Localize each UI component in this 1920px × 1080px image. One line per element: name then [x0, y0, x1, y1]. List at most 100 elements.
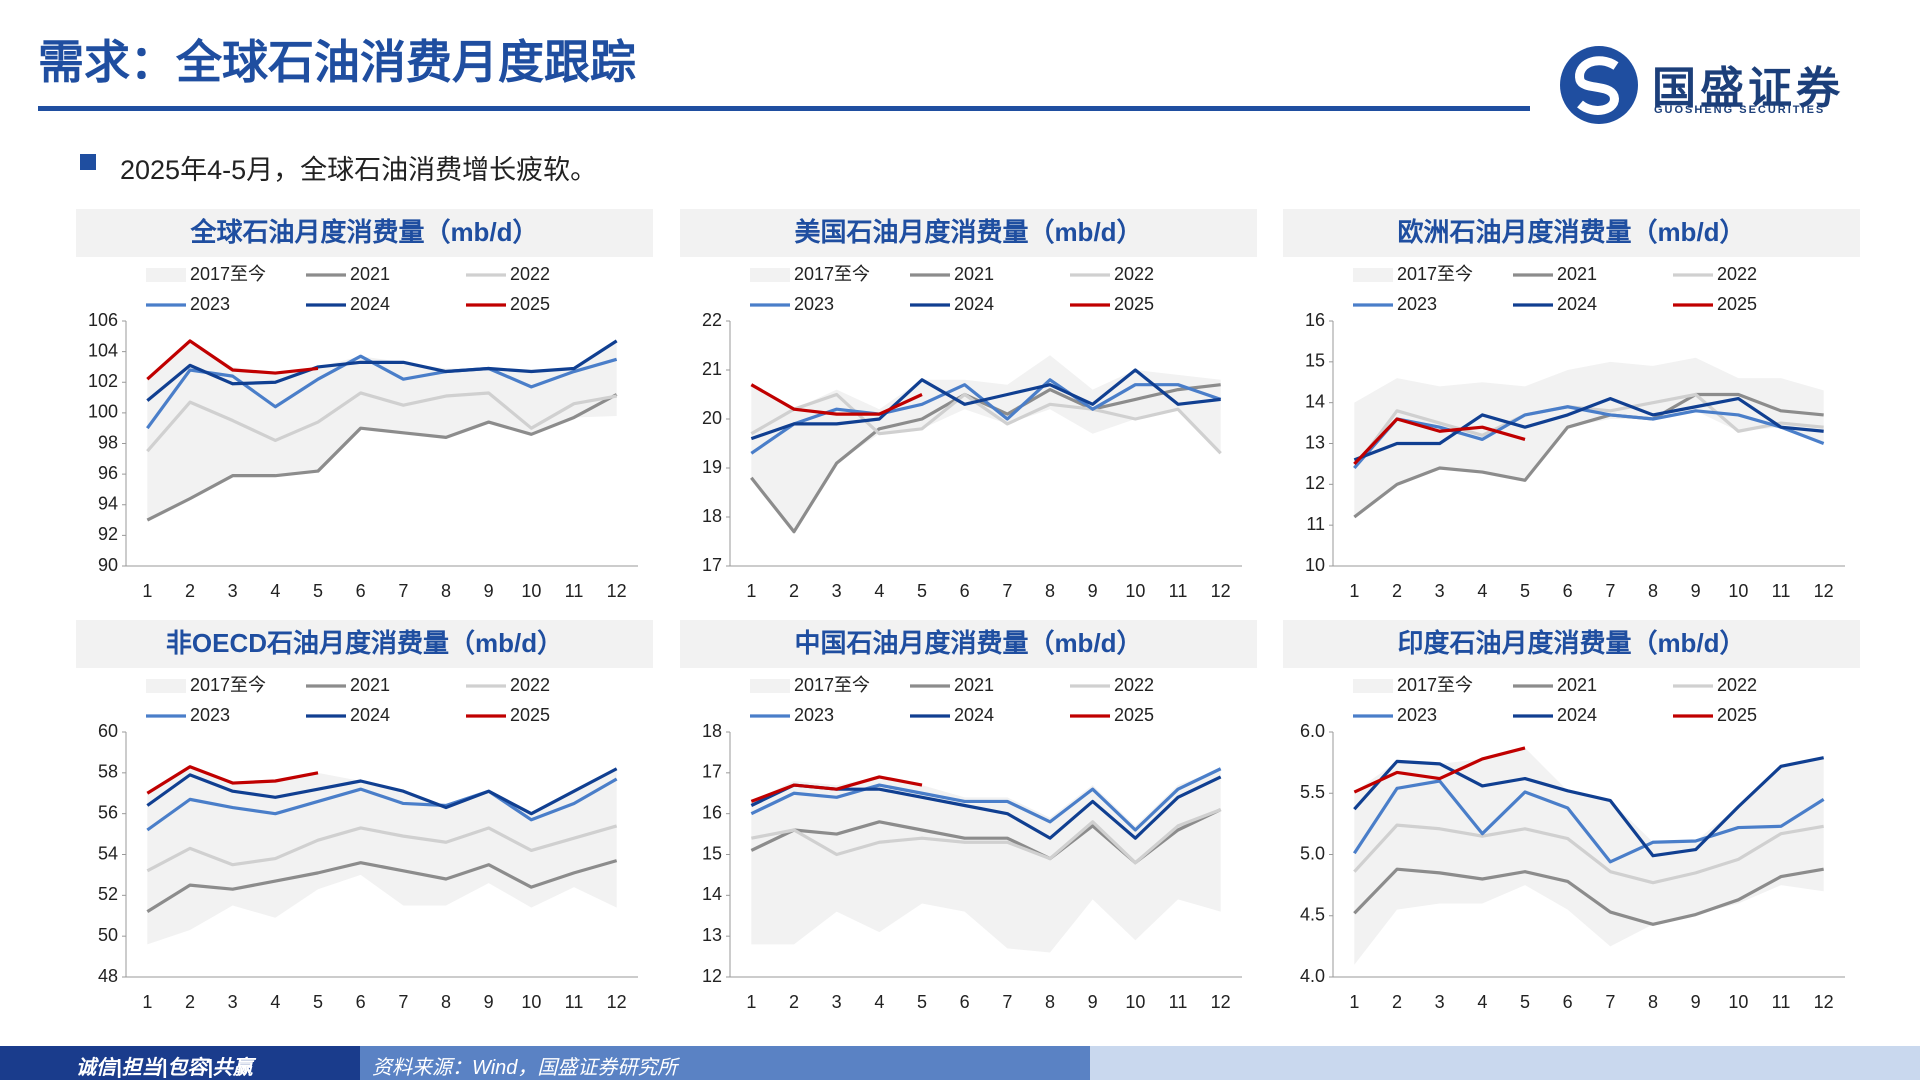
x-tick-label: 5 [1520, 992, 1530, 1012]
x-tick-label: 9 [1088, 581, 1098, 601]
legend-swatch [750, 679, 790, 693]
x-tick-label: 8 [1045, 992, 1055, 1012]
y-tick-label: 13 [1305, 432, 1325, 452]
x-tick-label: 5 [917, 581, 927, 601]
x-tick-label: 12 [607, 581, 627, 601]
x-tick-label: 10 [521, 581, 541, 601]
legend-label: 2023 [794, 705, 834, 725]
legend-label: 2023 [1397, 294, 1437, 314]
legend-label: 2017至今 [794, 675, 870, 695]
x-tick-label: 3 [832, 992, 842, 1012]
x-tick-label: 2 [789, 992, 799, 1012]
series-line [146, 824, 618, 873]
legend-label: 2023 [794, 294, 834, 314]
y-tick-label: 90 [98, 555, 118, 575]
x-tick-label: 1 [142, 992, 152, 1012]
y-tick-label: 98 [98, 432, 118, 452]
y-tick-label: 20 [702, 408, 722, 428]
chart: 全球石油月度消费量（mb/d） 2017至今 2021 2022 2023 2024 202… [76, 209, 653, 601]
x-tick-label: 9 [1691, 992, 1701, 1012]
x-tick-label: 8 [1648, 581, 1658, 601]
legend-label: 2017至今 [1397, 264, 1473, 284]
x-tick-label: 7 [398, 581, 408, 601]
legend-swatch [750, 268, 790, 282]
y-tick-label: 102 [88, 371, 118, 391]
series-line [146, 767, 618, 816]
series-line [1353, 746, 1526, 794]
x-tick-label: 9 [1691, 581, 1701, 601]
x-tick-label: 10 [521, 992, 541, 1012]
bullet-icon [80, 154, 96, 170]
y-tick-label: 12 [702, 966, 722, 986]
series-line [750, 368, 1221, 441]
y-tick-label: 48 [98, 966, 118, 986]
chart: 非OECD石油月度消费量（mb/d） 2017至今 2021 2022 2023 2024… [76, 620, 653, 1012]
series-line [1353, 823, 1824, 885]
legend-swatch [1353, 679, 1393, 693]
x-tick-label: 10 [1728, 581, 1748, 601]
legend-label: 2025 [1114, 294, 1154, 314]
x-tick-label: 4 [874, 581, 884, 601]
series-line [750, 767, 1222, 832]
x-tick-label: 1 [746, 992, 756, 1012]
legend-label: 2017至今 [190, 675, 266, 695]
x-tick-label: 11 [565, 581, 584, 601]
legend-label: 2023 [190, 294, 230, 314]
series-line [1353, 756, 1824, 858]
title-bar [680, 620, 1257, 668]
legend-label: 2024 [350, 705, 390, 725]
legend-label: 2024 [954, 294, 994, 314]
y-tick-label: 16 [702, 802, 722, 822]
x-tick-label: 6 [960, 581, 970, 601]
logo-sub: GUOSHENG SECURITIES [1654, 104, 1826, 116]
y-tick-label: 15 [702, 843, 722, 863]
x-tick-label: 6 [1563, 992, 1573, 1012]
chart-title: 欧洲石油月度消费量（mb/d） [1397, 217, 1745, 247]
title-bar [76, 209, 653, 257]
series-line [750, 383, 1221, 534]
x-tick-label: 3 [1435, 581, 1445, 601]
y-tick-label: 18 [702, 506, 722, 526]
chart-title: 印度石油月度消费量（mb/d） [1397, 628, 1745, 658]
x-tick-label: 7 [1605, 992, 1615, 1012]
x-tick-label: 8 [1648, 992, 1658, 1012]
x-tick-label: 4 [1477, 992, 1487, 1012]
x-tick-label: 5 [313, 992, 323, 1012]
y-tick-label: 21 [702, 359, 722, 379]
title-rule [38, 106, 1530, 111]
x-tick-label: 9 [484, 581, 494, 601]
series-line [1353, 392, 1824, 469]
series-line [1352, 779, 1825, 864]
x-tick-label: 11 [1772, 581, 1791, 601]
legend-label: 2021 [954, 675, 994, 695]
legend-label: 2022 [1114, 264, 1154, 284]
x-tick-label: 5 [917, 992, 927, 1012]
legend-label: 2024 [1557, 705, 1597, 725]
x-tick-label: 11 [1169, 992, 1188, 1012]
y-tick-label: 19 [702, 457, 722, 477]
x-tick-label: 2 [185, 581, 195, 601]
series-line [146, 777, 618, 832]
legend-label: 2024 [1557, 294, 1597, 314]
y-tick-label: 14 [1305, 391, 1325, 411]
y-tick-label: 58 [98, 762, 118, 782]
legend-label: 2023 [1397, 705, 1437, 725]
x-tick-label: 3 [832, 581, 842, 601]
y-tick-label: 17 [702, 762, 722, 782]
chart-title: 全球石油月度消费量（mb/d） [189, 217, 538, 247]
y-tick-label: 56 [98, 802, 118, 822]
x-tick-label: 12 [1211, 581, 1231, 601]
slide-title: 需求：全球石油消费月度跟踪 [38, 36, 636, 88]
legend-label: 2021 [1557, 264, 1597, 284]
x-tick-label: 2 [1392, 581, 1402, 601]
y-tick-label: 50 [98, 925, 118, 945]
x-tick-label: 9 [1088, 992, 1098, 1012]
y-tick-label: 22 [702, 310, 722, 330]
y-tick-label: 6.0 [1300, 721, 1325, 741]
range-band [751, 355, 1221, 532]
y-tick-label: 15 [1305, 351, 1325, 371]
x-tick-label: 6 [356, 992, 366, 1012]
x-tick-label: 6 [1563, 581, 1573, 601]
series-line [1353, 396, 1824, 462]
